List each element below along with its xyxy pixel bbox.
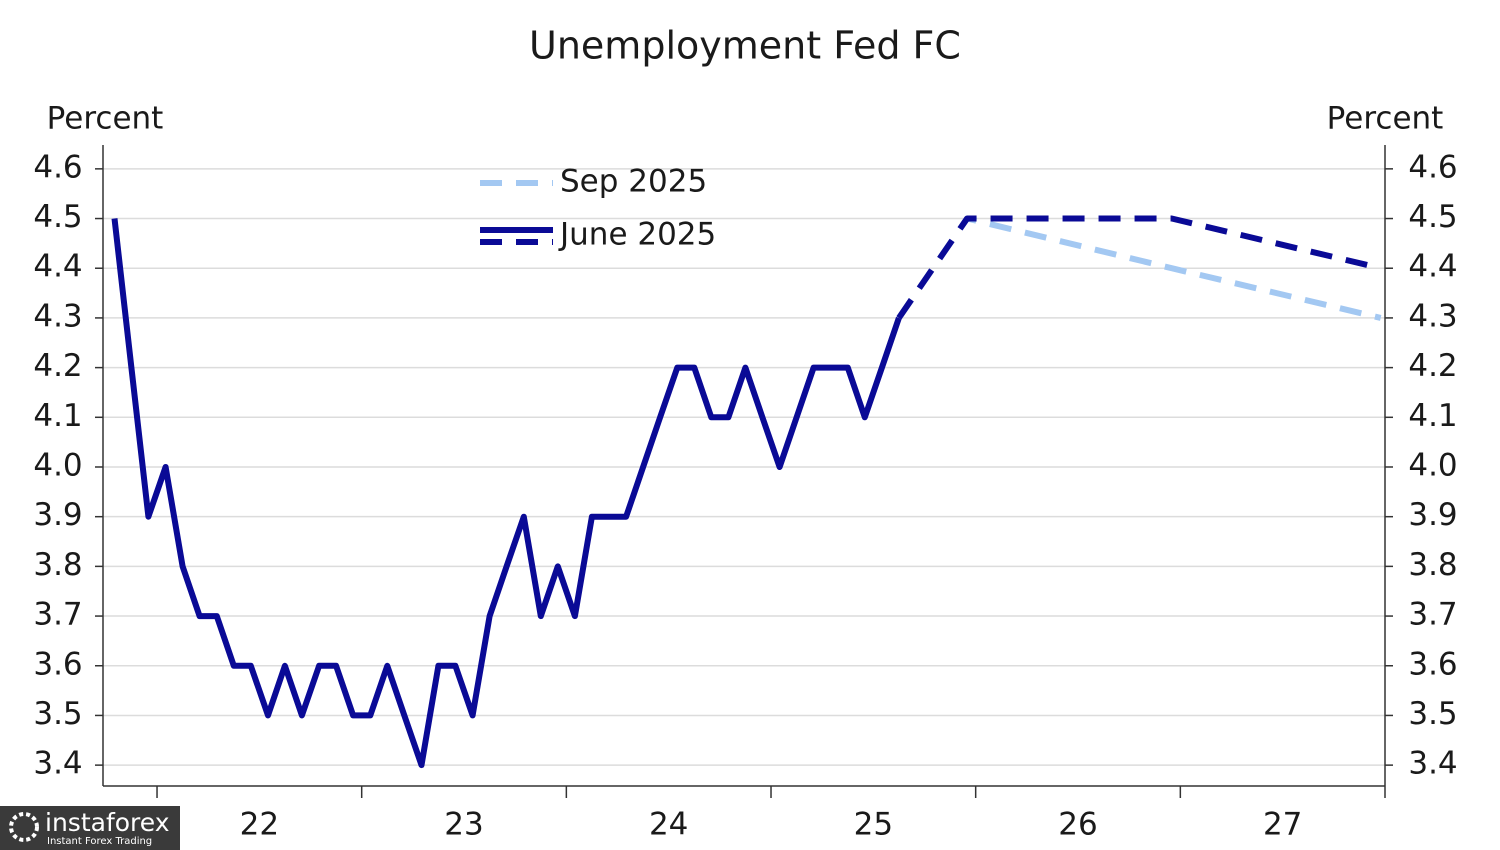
y2-tick-label: 4.0	[1408, 447, 1457, 483]
chart-title: Unemployment Fed FC	[529, 24, 961, 68]
y-tick-label: 3.6	[33, 646, 82, 682]
watermark-icon	[9, 812, 39, 842]
y2-tick-label: 3.9	[1408, 497, 1457, 533]
y-tick-label: 4.2	[33, 348, 82, 384]
x-tick-label: 24	[649, 807, 688, 843]
y-tick-label: 3.5	[33, 696, 82, 732]
y-tick-label: 4.6	[33, 149, 82, 185]
line-series	[896, 215, 1382, 321]
y2-tick-label: 4.5	[1408, 199, 1457, 235]
x-tick-label: 25	[854, 807, 893, 843]
y2-tick-label: 4.3	[1408, 298, 1457, 334]
y-axis-label: Percent	[47, 101, 164, 137]
y2-tick-label: 3.4	[1408, 746, 1457, 782]
y2-tick-label: 4.2	[1408, 348, 1457, 384]
watermark-tagline: Instant Forex Trading	[47, 836, 152, 847]
y-tick-label: 3.7	[33, 597, 82, 633]
y2-tick-label: 3.7	[1408, 597, 1457, 633]
y2-tick-label: 3.8	[1408, 547, 1457, 583]
x-tick-label: 23	[444, 807, 483, 843]
y-tick-label: 3.9	[33, 497, 82, 533]
y2-tick-label: 4.6	[1408, 149, 1457, 185]
legend-label: Sep 2025	[560, 164, 707, 200]
line-series	[111, 218, 902, 769]
y2-tick-label: 4.4	[1408, 249, 1457, 285]
watermark-brand: instaforex	[45, 808, 170, 837]
legend-label: June 2025	[558, 217, 716, 253]
y2-axis-label: Percent	[1327, 101, 1444, 137]
y-tick-label: 3.8	[33, 547, 82, 583]
watermark: instaforex Instant Forex Trading	[0, 806, 180, 850]
x-tick-label: 22	[240, 807, 279, 843]
x-tick-label: 26	[1058, 807, 1097, 843]
y2-tick-label: 3.6	[1408, 646, 1457, 682]
y-tick-label: 3.4	[33, 746, 82, 782]
y-tick-label: 4.0	[33, 447, 82, 483]
y2-tick-label: 3.5	[1408, 696, 1457, 732]
y-tick-label: 4.3	[33, 298, 82, 334]
line-series	[896, 215, 1382, 320]
y-tick-label: 4.1	[33, 398, 82, 434]
x-tick-label: 27	[1263, 807, 1302, 843]
y-tick-label: 4.5	[33, 199, 82, 235]
y-tick-label: 4.4	[33, 249, 82, 285]
y2-tick-label: 4.1	[1408, 398, 1457, 434]
